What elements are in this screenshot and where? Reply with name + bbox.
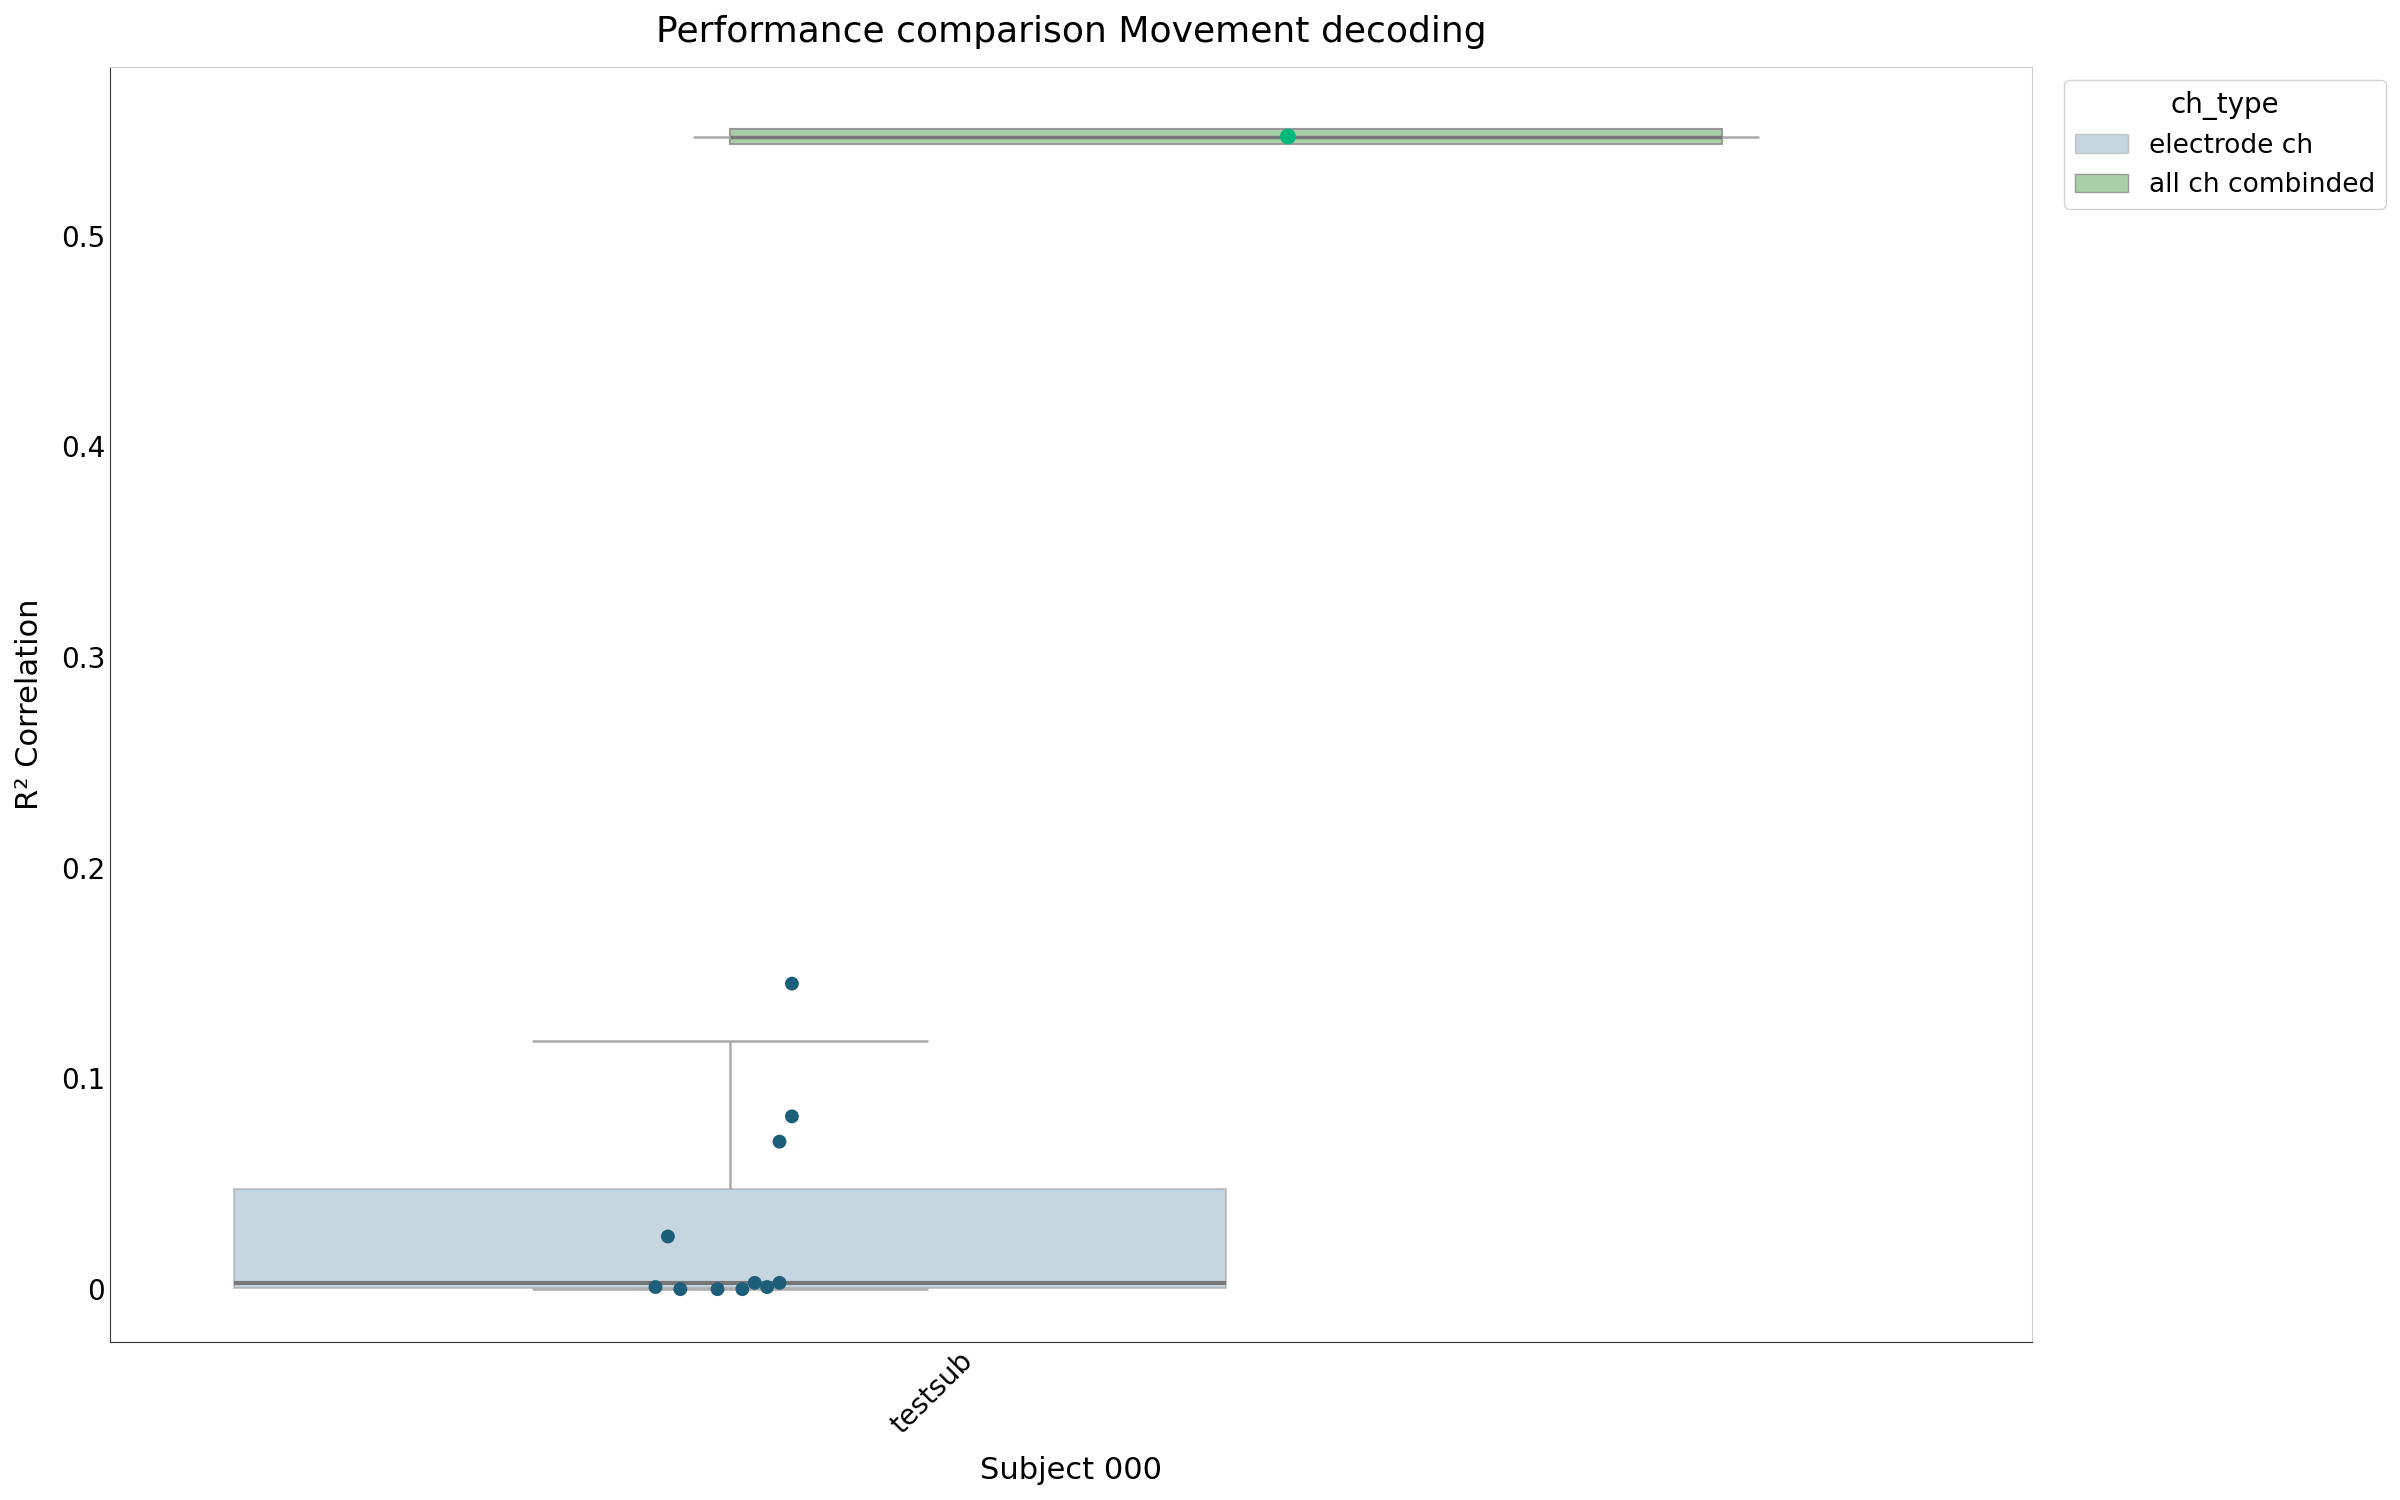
Point [773,1104,811,1128]
Point [749,1275,787,1299]
Title: Performance comparison Movement decoding: Performance comparison Movement decoding [655,15,1486,50]
Bar [730,129,1721,144]
Point [660,1276,698,1300]
Point [761,1270,799,1294]
Point [761,1130,799,1154]
Point [648,1224,686,1248]
Bar [233,1190,1226,1288]
X-axis label: Subject 000: Subject 000 [979,1456,1162,1485]
Y-axis label: R² Correlation: R² Correlation [14,598,43,810]
Point [773,972,811,996]
Point [734,1270,773,1294]
Point [698,1276,737,1300]
Point [636,1275,674,1299]
Point [1270,124,1308,148]
Point [722,1276,761,1300]
Legend: electrode ch, all ch combinded: electrode ch, all ch combinded [2064,80,2386,209]
